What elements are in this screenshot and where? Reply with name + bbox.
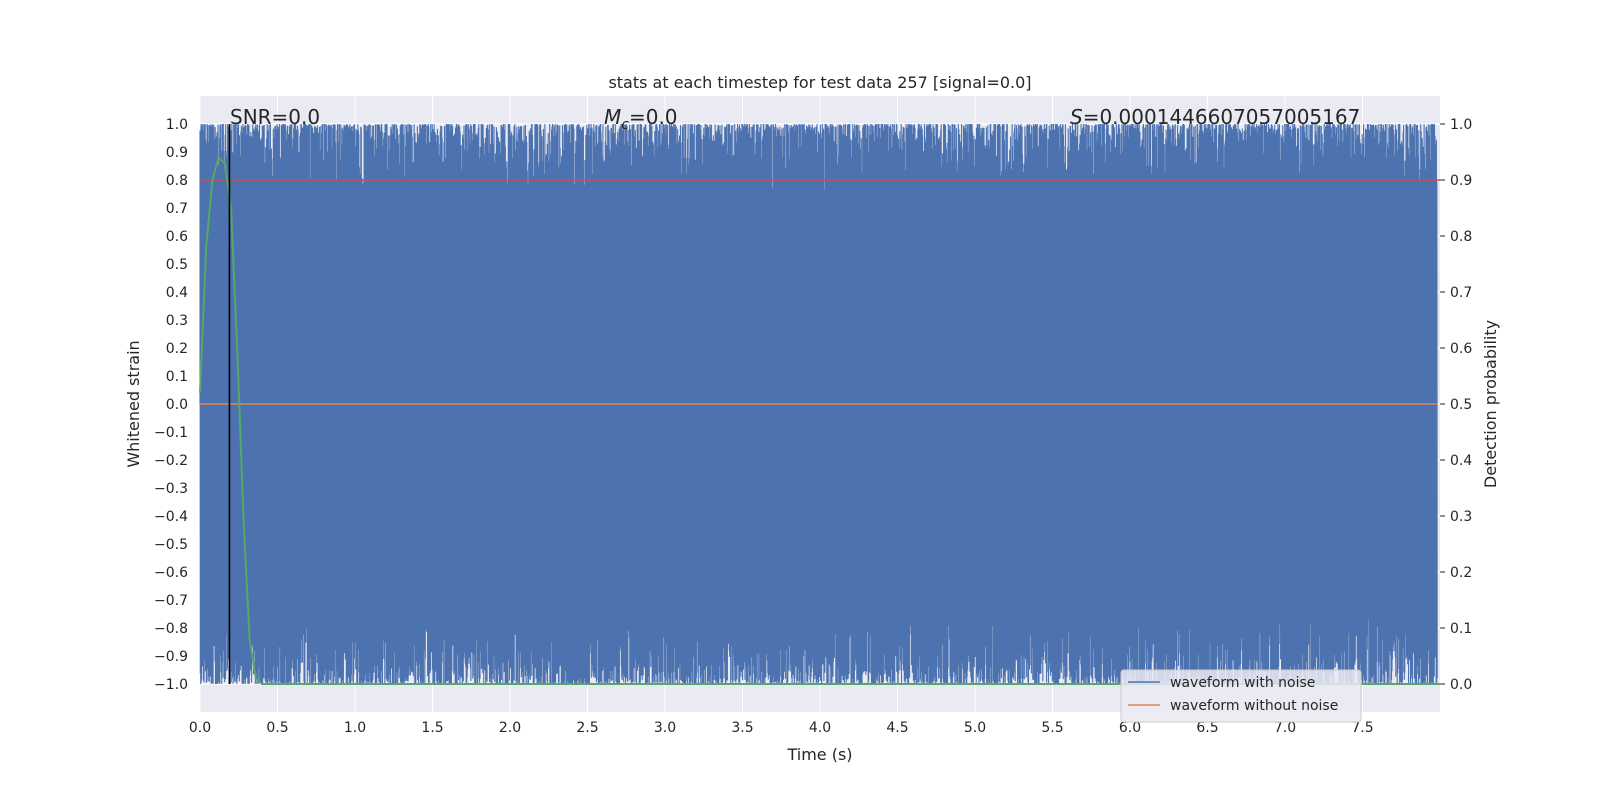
x-tick-label: 6.5	[1196, 720, 1218, 736]
legend-label-clean: waveform without noise	[1170, 698, 1338, 714]
y-ticks-right: 1.0 0.9 0.8 0.7 0.6 0.5 0.4 0.3 0.2 0.1 0.0	[1440, 117, 1472, 693]
y-tick-label-right: 0.8	[1450, 229, 1472, 245]
y-tick-label-left: 0.8	[166, 173, 188, 189]
y-tick-label-right: 0.2	[1450, 565, 1472, 581]
chart-title: stats at each timestep for test data 257…	[608, 73, 1031, 92]
x-tick-label: 1.5	[421, 720, 443, 736]
x-tick-label: 5.5	[1041, 720, 1063, 736]
series-group	[199, 124, 1440, 685]
y-tick-label-right: 0.1	[1450, 621, 1472, 637]
x-tick-label: 4.5	[886, 720, 908, 736]
y-tick-label-right: 0.6	[1450, 341, 1472, 357]
y-tick-label-right: 0.7	[1450, 285, 1472, 301]
snr-annotation: SNR=0.0	[230, 105, 320, 129]
legend-label-noise: waveform with noise	[1170, 675, 1315, 691]
y-tick-label-left: 0.7	[166, 201, 188, 217]
y-tick-label-right: 0.4	[1450, 453, 1472, 469]
y-tick-label-left: −0.1	[154, 425, 188, 441]
legend: waveform with noise waveform without noi…	[1120, 669, 1362, 723]
y-tick-label-left: 0.4	[166, 285, 188, 301]
x-tick-label: 3.0	[654, 720, 676, 736]
x-ticks: 0.0 0.5 1.0 1.5 2.0 2.5 3.0 3.5 4.0 4.5 5.0 5.5 6.0 6…	[189, 720, 1374, 736]
x-tick-label: 2.0	[499, 720, 521, 736]
y-tick-label-left: −0.7	[154, 593, 188, 609]
y-axis-label-left: Whitened strain	[124, 340, 143, 467]
chirp-mass-value: =0.0	[629, 105, 678, 129]
y-tick-label-right: 0.0	[1450, 677, 1472, 693]
s-annotation: S=0.0001446607057005167	[1070, 105, 1360, 129]
y-tick-label-right: 1.0	[1450, 117, 1472, 133]
s-value: =0.0001446607057005167	[1083, 105, 1361, 129]
y-tick-label-left: −0.2	[154, 453, 188, 469]
y-tick-label-left: −0.8	[154, 621, 188, 637]
x-tick-label: 0.5	[266, 720, 288, 736]
y-tick-label-left: 0.1	[166, 369, 188, 385]
y-tick-label-left: −1.0	[154, 677, 188, 693]
legend-box	[1120, 669, 1362, 723]
x-tick-label: 1.0	[344, 720, 366, 736]
y-axis-label-right: Detection probability	[1481, 320, 1500, 488]
y-tick-label-left: 0.9	[166, 145, 188, 161]
detection-probability-line	[199, 155, 1440, 685]
y-tick-label-left: −0.4	[154, 509, 188, 525]
y-tick-label-left: 0.5	[166, 257, 188, 273]
x-tick-label: 7.0	[1274, 720, 1296, 736]
y-tick-label-left: 0.2	[166, 341, 188, 357]
y-tick-label-left: −0.9	[154, 649, 188, 665]
x-tick-label: 2.5	[576, 720, 598, 736]
y-tick-label-left: 0.3	[166, 313, 188, 329]
chirp-mass-subscript: c	[621, 117, 629, 133]
y-tick-label-left: 0.0	[166, 397, 188, 413]
x-tick-label: 0.0	[189, 720, 211, 736]
chirp-mass-symbol: M	[604, 105, 621, 129]
y-tick-label-left: 1.0	[166, 117, 188, 133]
x-tick-label: 6.0	[1119, 720, 1141, 736]
chirp-mass-annotation: Mc=0.0	[604, 105, 678, 133]
y-tick-label-left: 0.6	[166, 229, 188, 245]
y-tick-label-left: −0.6	[154, 565, 188, 581]
noise-trace	[199, 123, 1438, 685]
y-tick-label-right: 0.9	[1450, 173, 1472, 189]
y-tick-label-left: −0.5	[154, 537, 188, 553]
x-tick-label: 4.0	[809, 720, 831, 736]
y-tick-label-right: 0.5	[1450, 397, 1472, 413]
y-ticks-left: 1.0 0.9 0.8 0.7 0.6 0.5 0.4 0.3 0.2 0.1 0.0 −0.1 −0.…	[154, 117, 188, 693]
x-tick-label: 3.5	[731, 720, 753, 736]
x-tick-label: 5.0	[964, 720, 986, 736]
y-tick-label-right: 0.3	[1450, 509, 1472, 525]
x-axis-label: Time (s)	[786, 745, 852, 764]
s-symbol: S	[1070, 105, 1083, 129]
x-tick-label: 7.5	[1351, 720, 1373, 736]
y-tick-label-left: −0.3	[154, 481, 188, 497]
